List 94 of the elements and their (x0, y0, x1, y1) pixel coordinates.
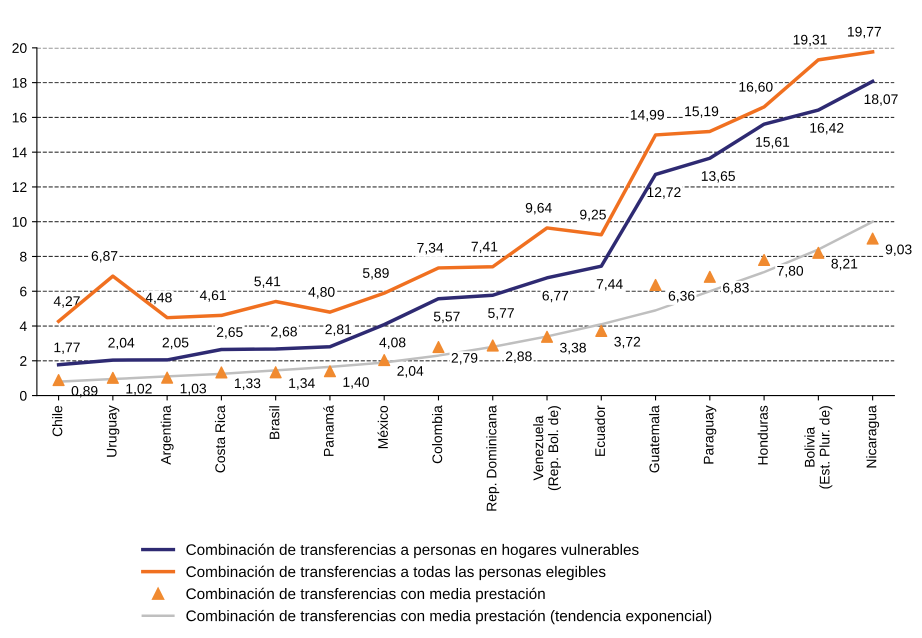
x-tick-label: Chile (52, 406, 62, 436)
y-tick-label: 6 (20, 286, 27, 296)
x-tick-label: Bolivia (Est. Plur. de) (804, 406, 832, 489)
point (486, 339, 499, 352)
y-tick-label: 12 (12, 182, 26, 192)
point (432, 340, 445, 354)
data-label: 5,41 (254, 276, 280, 288)
data-label: 4,27 (54, 296, 80, 308)
data-label: 1,40 (343, 377, 369, 389)
x-tick-label: Paraguay (704, 405, 716, 464)
data-label: 7,44 (596, 279, 623, 291)
data-label: 3,72 (614, 336, 640, 348)
point (324, 365, 336, 378)
y-tick-label: 0 (20, 390, 27, 401)
point (106, 372, 119, 384)
data-label: 2,81 (325, 324, 352, 336)
data-label: 18,07 (864, 94, 898, 106)
data-label: 9,25 (580, 210, 606, 222)
data-label: 1,02 (126, 384, 152, 396)
data-label: 14,99 (630, 110, 664, 122)
data-label: 2,04 (397, 366, 424, 378)
x-tick-label: Panamá (323, 405, 334, 456)
data-label: 6,87 (92, 251, 118, 263)
data-label: 19,31 (794, 34, 827, 46)
data-label: 4,48 (146, 292, 172, 304)
point (649, 278, 662, 292)
point (270, 366, 282, 378)
point (215, 366, 228, 379)
data-label: 4,80 (308, 287, 335, 299)
x-tick-label: Nicaragua (866, 405, 880, 468)
data-label: 7,41 (472, 242, 498, 254)
x-tick-label: México (378, 406, 388, 448)
data-label: 5,89 (362, 268, 389, 280)
x-tick-label: Argentina (160, 405, 174, 465)
point (704, 270, 716, 283)
y-tick-label: 20 (12, 43, 27, 54)
y-tick-label: 18 (12, 78, 27, 88)
data-label: 1,77 (54, 342, 80, 354)
data-label: 2,65 (216, 327, 243, 339)
data-label: 4,08 (379, 337, 406, 349)
data-label: 9,03 (886, 244, 912, 256)
x-tick-label: Rep. Dominicana (486, 405, 500, 511)
data-label: 4,61 (200, 290, 226, 302)
data-label: 2,79 (452, 352, 478, 364)
data-label: 1,34 (289, 378, 315, 390)
data-label: 16,60 (739, 82, 773, 94)
point (540, 330, 554, 343)
data-label: 6,36 (668, 290, 694, 302)
x-tick-label: Ecuador (594, 406, 606, 456)
x-tick-label: Venezuela (Rep. Bol. de) (533, 406, 561, 490)
point (378, 354, 390, 366)
y-tick-label: 2 (20, 356, 26, 366)
y-tick-label: 16 (12, 112, 27, 123)
data-label: 1,33 (234, 378, 260, 390)
data-label: 19,77 (848, 26, 881, 38)
data-label: 2,68 (271, 326, 297, 338)
data-label: 3,38 (560, 342, 586, 354)
x-tick-label: Costa Rica (214, 405, 226, 472)
point (866, 232, 879, 245)
legend-label: Combinación de transferencias con media prestación (186, 588, 545, 602)
data-label: 16,42 (810, 122, 844, 134)
data-label: 8,21 (831, 258, 858, 270)
y-tick-label: 14 (12, 148, 27, 158)
data-label: 2,88 (506, 351, 532, 363)
point (595, 324, 608, 337)
data-label: 5,77 (488, 308, 514, 320)
point (52, 374, 65, 386)
legend-label: Combinación de transferencias a personas en hogares vulnerables (186, 544, 639, 558)
legend-label: Combinación de transferencias a todas las personas elegibles (186, 566, 606, 580)
x-tick-label: Brasil (269, 406, 280, 439)
data-label: 13,65 (702, 171, 735, 183)
data-label: 6,83 (723, 282, 749, 294)
data-label: 15,61 (756, 137, 790, 149)
data-label: 2,05 (162, 338, 188, 350)
y-tick-label: 8 (20, 252, 27, 262)
y-tick-label: 10 (12, 217, 27, 227)
y-tick-label: 4 (20, 321, 27, 332)
data-label: 1,03 (180, 384, 206, 396)
legend-label: Combinación de transferencias con media prestación (tendencia exponencial) (186, 610, 712, 624)
data-label: 12,72 (648, 187, 681, 199)
data-label: 2,04 (108, 338, 134, 350)
x-tick-label: Colombia (432, 405, 442, 464)
data-label: 15,19 (685, 106, 718, 118)
data-label: 7,80 (777, 266, 804, 278)
point (812, 246, 824, 259)
x-tick-label: Uruguay (106, 405, 120, 457)
point (161, 372, 174, 384)
x-tick-label: Honduras (758, 406, 768, 464)
data-label: 5,57 (434, 312, 460, 324)
x-tick-label: Guatemala (649, 405, 660, 473)
data-label: 7,34 (417, 242, 444, 254)
point (758, 254, 770, 266)
data-label: 9,64 (526, 202, 552, 214)
data-label: 6,77 (542, 290, 568, 302)
